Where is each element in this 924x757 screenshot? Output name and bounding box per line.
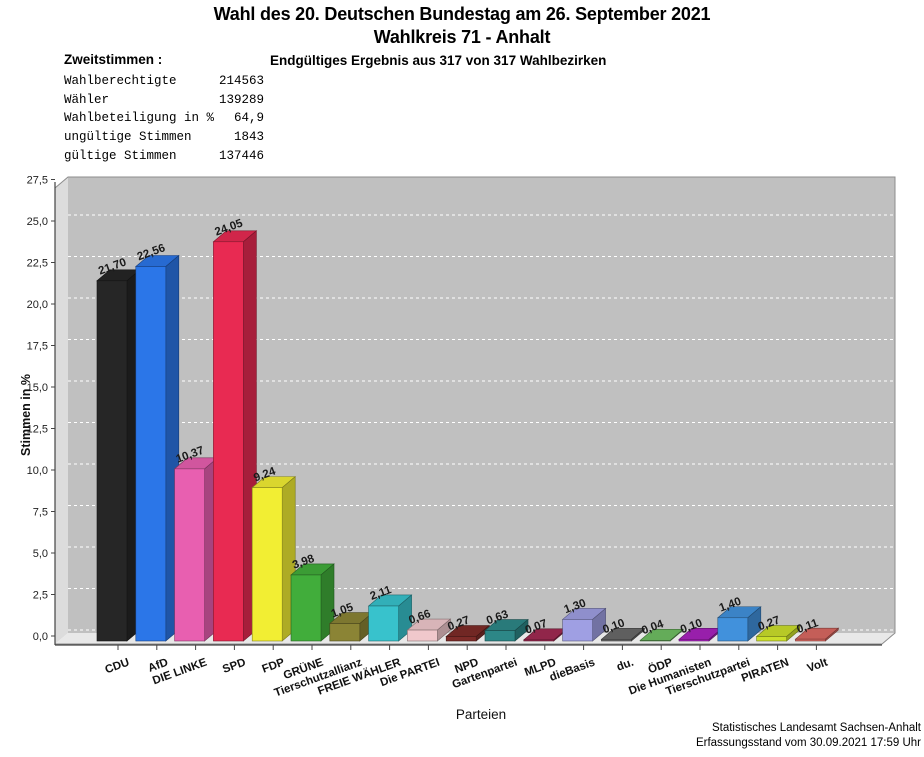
result-note: Endgültiges Ergebnis aus 317 von 317 Wah…	[270, 53, 607, 68]
bar-front-face	[445, 636, 477, 642]
x-tick-label: Volt	[806, 656, 830, 674]
page-title: Wahl des 20. Deutschen Bundestag am 26. …	[213, 4, 711, 24]
y-tick-label: 25,0	[27, 216, 48, 228]
x-axis-title: Parteien	[456, 707, 506, 722]
bar-front-face	[562, 619, 593, 642]
stat-value: 214563	[218, 74, 264, 89]
page-subtitle: Wahlkreis 71 - Anhalt	[373, 27, 551, 47]
stat-label: Wähler	[64, 92, 110, 107]
bar-front-face	[251, 487, 283, 642]
bar-front-face	[601, 639, 632, 642]
bar-front-face	[213, 241, 244, 642]
bar-front-face	[368, 605, 399, 642]
bar-front-face	[639, 640, 671, 642]
x-tick-label: CDU	[104, 657, 132, 677]
y-tick-label: 22,5	[27, 258, 48, 270]
bar-front-face	[795, 638, 826, 642]
bar-chart-canvas: 0,0 2,5 5,0 7,5 10,0 12,5 15,0 17,5 20,0 22,5 25,0…	[19, 175, 896, 722]
bar-front-face	[329, 623, 361, 642]
stat-label: Wahlbeteiligung in %	[64, 111, 215, 126]
bar-front-face	[523, 639, 555, 642]
stat-row: ungültige Stimmen 1843	[64, 128, 264, 147]
bar-front-face	[678, 639, 710, 642]
bar-front-face	[756, 636, 787, 642]
stats-table: Wahlberechtigte 214563 Wähler 139289 Wahlbet…	[64, 72, 264, 165]
y-tick-label: 20,0	[27, 299, 48, 311]
stat-value: 1843	[233, 130, 264, 145]
stat-label: Wahlberechtigte	[64, 74, 177, 89]
bar-front-face	[135, 266, 167, 642]
footer: Statistisches Landesamt Sachsen-Anhalt E…	[696, 721, 921, 750]
footer-agency: Statistisches Landesamt Sachsen-Anhalt	[711, 722, 921, 734]
y-tick-label: 7,5	[33, 507, 48, 519]
stat-row: Wahlbeteiligung in % 64,9	[64, 109, 264, 128]
y-tick-label: 2,5	[33, 590, 48, 602]
bar-front-face	[484, 630, 516, 642]
left-wall	[55, 177, 68, 644]
stat-label: ungültige Stimmen	[64, 130, 192, 145]
bar-front-face	[290, 574, 322, 642]
stats-heading: Zweitstimmen :	[64, 52, 163, 67]
bar-front-face	[174, 468, 205, 642]
y-tick-label: 17,5	[27, 341, 48, 353]
stat-row: Wähler 139289	[64, 91, 264, 110]
stat-value: 64,9	[233, 111, 264, 126]
x-tick-label: du.	[615, 657, 635, 674]
bar-front-face	[407, 629, 438, 642]
stat-value: 139289	[218, 92, 264, 107]
x-tick-label: dieBasis	[548, 657, 597, 684]
bar-front-face	[717, 617, 749, 642]
x-tick-label: SPD	[221, 657, 247, 676]
footer-timestamp: Erfassungsstand vom 30.09.2021 17:59 Uhr	[695, 736, 921, 749]
y-axis-title: Stimmen in %	[19, 374, 33, 456]
stat-row: gültige Stimmen 137446	[64, 146, 264, 165]
bar-front-face	[96, 280, 128, 642]
stat-row: Wahlberechtigte 214563	[64, 72, 264, 91]
stat-label: gültige Stimmen	[64, 148, 177, 163]
stats-block: Zweitstimmen : Wahlberechtigte 214563 Wähl…	[64, 52, 264, 165]
y-tick-label: 10,0	[27, 465, 48, 477]
y-tick-label: 27,5	[27, 175, 48, 187]
y-tick-label: 12,5	[27, 424, 48, 436]
stat-value: 137446	[218, 148, 264, 163]
y-tick-label: 0,0	[33, 631, 48, 643]
y-tick-label: 5,0	[33, 548, 48, 560]
y-tick-label: 15,0	[27, 382, 48, 394]
